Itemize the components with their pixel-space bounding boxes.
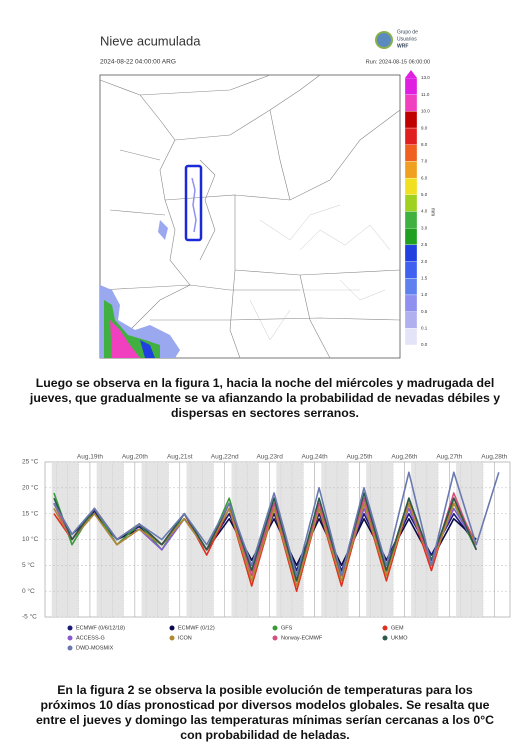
legend-label: ECMWF (0/12) (178, 625, 215, 631)
logo-icon (375, 31, 393, 49)
legend-label: UKMO (391, 635, 408, 641)
colorbar-swatch (404, 94, 418, 112)
y-tick-label: 0 °C (22, 587, 35, 595)
colorbar-swatch (404, 228, 418, 246)
colorbar-label: 8.0 (421, 142, 428, 147)
logo-text: WRF (397, 43, 408, 49)
colorbar-swatch (404, 244, 418, 262)
colorbar-swatch (404, 127, 418, 145)
colorbar-label: 7.0 (421, 159, 428, 164)
map-run-time: Run: 2024-08-15 06:00:00 (366, 59, 430, 65)
legend-swatch (67, 635, 73, 641)
legend-label: Norway-ECMWF (281, 635, 323, 641)
colorbar-swatch (404, 211, 418, 229)
colorbar-label: 1.0 (421, 292, 428, 297)
colorbar-label: 3.0 (421, 225, 428, 230)
series-line (53, 502, 478, 587)
caption: En la figura 2 se observa la posible evo… (35, 683, 495, 742)
y-tick-label: 25 °C (22, 458, 39, 466)
legend-label: GEM (391, 625, 404, 631)
colorbar-swatch (404, 328, 418, 346)
logo-text: Usuarios (397, 36, 417, 42)
colorbar-swatch (404, 111, 418, 129)
x-tick-label: Aug,19th (77, 454, 103, 461)
colorbar-unit: mm (430, 208, 436, 216)
x-tick-label: Aug,23rd (256, 454, 283, 461)
legend-label: GFS (281, 625, 293, 631)
legend-label: DWD-MOSMIX (76, 645, 114, 651)
colorbar-label: 11.0 (421, 92, 430, 97)
colorbar-label: 6.0 (421, 175, 428, 180)
colorbar-swatch (404, 278, 418, 296)
colorbar-tip (405, 70, 417, 78)
map (99, 74, 401, 359)
legend-swatch (382, 625, 388, 631)
legend-swatch (169, 635, 175, 641)
colorbar-label: 0.0 (421, 342, 428, 347)
colorbar-swatch (404, 194, 418, 212)
map-title: Nieve acumulada (100, 33, 201, 48)
y-tick-label: 5 °C (22, 561, 35, 569)
y-tick-label: -5 °C (22, 613, 37, 621)
x-tick-label: Aug,20th (122, 454, 148, 461)
x-tick-label: Aug,24th (302, 454, 328, 461)
colorbar-label: 5.0 (421, 192, 428, 197)
legend-label: ECMWF (0/6/12/18) (76, 625, 125, 631)
x-tick-label: Aug,21st (167, 454, 193, 461)
legend-swatch (272, 635, 278, 641)
logo-text: Grupo de (397, 29, 418, 35)
y-tick-label: 10 °C (22, 535, 39, 543)
x-tick-label: Aug,28th (481, 454, 507, 461)
x-tick-label: Aug,25th (346, 454, 372, 461)
colorbar-label: 0.5 (421, 309, 428, 314)
colorbar-swatch (404, 177, 418, 195)
x-tick-label: Aug,27th (436, 454, 462, 461)
colorbar-swatch (404, 294, 418, 312)
colorbar-label: 1.5 (421, 275, 428, 280)
series-line (53, 471, 500, 577)
colorbar-label: 2.0 (421, 259, 428, 264)
map-valid-time: 2024-08-22 04:00:00 ARG (100, 59, 176, 66)
colorbar-swatch (404, 311, 418, 329)
x-tick-label: Aug,26th (391, 454, 417, 461)
y-tick-label: 20 °C (22, 484, 39, 492)
x-tick-label: Aug,22nd (211, 454, 239, 461)
colorbar-label: 4.0 (421, 209, 428, 214)
legend-swatch (272, 625, 278, 631)
colorbar-label: 0.1 (421, 326, 428, 331)
legend-swatch (382, 635, 388, 641)
y-tick-label: 15 °C (22, 509, 39, 517)
colorbar-swatch (404, 161, 418, 179)
colorbar-label: 2.5 (421, 242, 428, 247)
caption: Luego se observa en la figura 1, hacia l… (29, 376, 501, 420)
legend-swatch (67, 625, 73, 631)
legend-swatch (67, 645, 73, 651)
colorbar-swatch (404, 77, 418, 95)
legend-swatch (169, 625, 175, 631)
colorbar-label: 10.0 (421, 109, 430, 114)
colorbar-label: 9.0 (421, 125, 428, 130)
colorbar-label: 13.0 (421, 75, 430, 80)
legend-label: ACCESS-G (76, 635, 105, 641)
legend-label: ICON (178, 635, 192, 641)
colorbar-swatch (404, 261, 418, 279)
colorbar-swatch (404, 144, 418, 162)
